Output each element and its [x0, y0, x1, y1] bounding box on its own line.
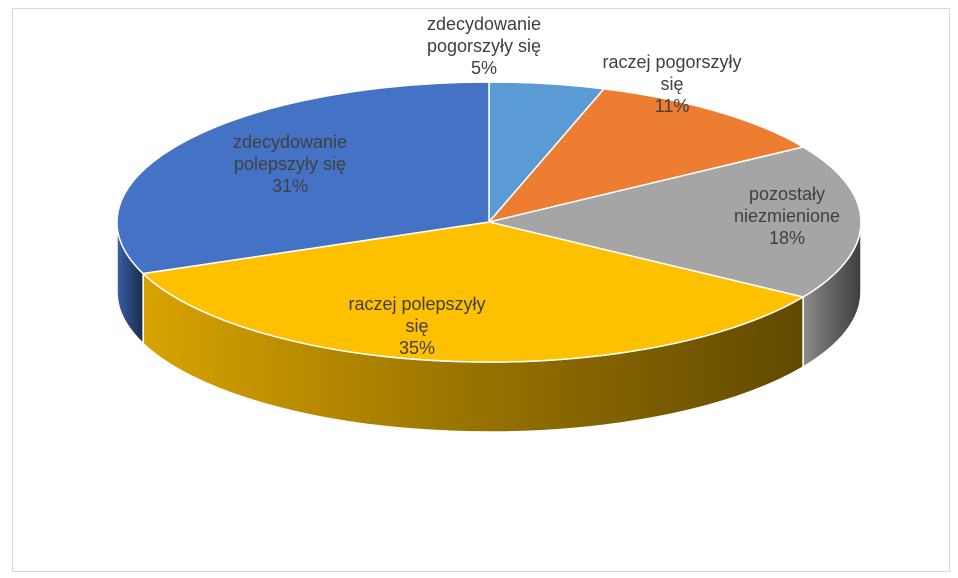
slice-label: pozostały niezmienione 18% [734, 184, 840, 248]
pie-slice [141, 221, 806, 363]
pie-slice [116, 81, 490, 275]
pie-slice [486, 88, 806, 224]
slice-label: zdecydowanie pogorszyły się 5% [427, 14, 541, 78]
slice-label: raczej pogorszyły się 11% [602, 52, 741, 116]
slice-label: zdecydowanie polepszyły się 31% [233, 132, 347, 196]
slice-label: raczej polepszyły się 35% [348, 294, 485, 358]
pie-slice [488, 146, 862, 298]
